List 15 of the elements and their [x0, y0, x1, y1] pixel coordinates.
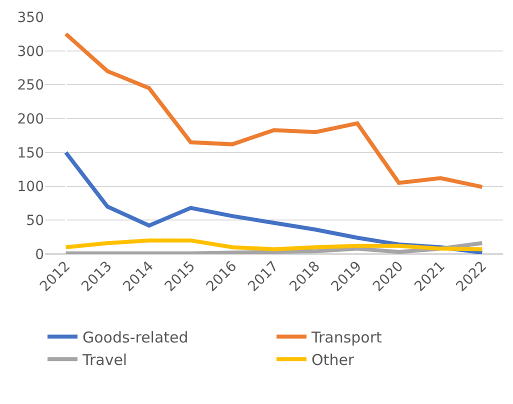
legend-label: Other [312, 350, 355, 369]
y-tick-label: 0 [35, 246, 44, 263]
legend-label: Travel [82, 350, 128, 369]
line-series [64, 238, 484, 252]
line-series [64, 32, 484, 189]
y-tick-label: 300 [17, 44, 44, 60]
y-tick-label: 250 [17, 78, 44, 94]
y-tick-label: 150 [17, 145, 44, 162]
line-series [64, 241, 484, 254]
y-tick-label: 100 [17, 179, 44, 196]
y-tick-label: 200 [17, 111, 44, 128]
y-tick-label: 50 [26, 213, 44, 230]
legend-label: Goods-related [82, 328, 188, 346]
y-tick-label: 350 [17, 10, 44, 26]
legend-label: Transport [310, 328, 382, 346]
